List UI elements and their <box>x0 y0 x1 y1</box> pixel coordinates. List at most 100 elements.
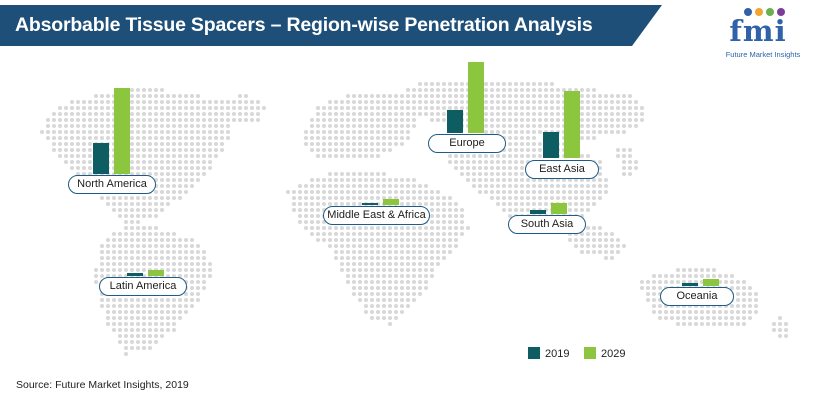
map-dot <box>652 304 656 308</box>
map-dot <box>136 166 140 170</box>
map-dot <box>412 280 416 284</box>
map-dot <box>538 112 542 116</box>
map-dot <box>484 106 488 110</box>
map-dot <box>202 268 206 272</box>
map-dot <box>316 190 320 194</box>
map-dot <box>442 106 446 110</box>
map-dot <box>340 262 344 266</box>
map-dot <box>172 250 176 254</box>
map-dot <box>88 166 92 170</box>
title-banner: Absorbable Tissue Spacers – Region-wise … <box>0 5 662 46</box>
map-dot <box>406 304 410 308</box>
map-dot <box>130 106 134 110</box>
map-dot <box>526 82 530 86</box>
map-dot <box>526 190 530 194</box>
map-dot <box>484 94 488 98</box>
map-dot <box>118 244 122 248</box>
map-dot <box>130 130 134 134</box>
map-dot <box>148 346 152 350</box>
map-dot <box>316 154 320 158</box>
map-dot <box>406 226 410 230</box>
map-dot <box>694 268 698 272</box>
map-dot <box>82 130 86 134</box>
map-dot <box>406 262 410 266</box>
map-dot <box>154 166 158 170</box>
map-dot <box>196 130 200 134</box>
map-dot <box>184 268 188 272</box>
map-dot <box>334 148 338 152</box>
map-dot <box>604 250 608 254</box>
map-dot <box>316 130 320 134</box>
map-dot <box>382 136 386 140</box>
map-dot <box>340 118 344 122</box>
map-dot <box>586 130 590 134</box>
map-dot <box>358 238 362 242</box>
map-dot <box>664 310 668 314</box>
map-dot <box>190 142 194 146</box>
map-dot <box>346 94 350 98</box>
map-dot <box>490 118 494 122</box>
map-dot <box>136 232 140 236</box>
map-dot <box>388 124 392 128</box>
map-dot <box>136 118 140 122</box>
map-dot <box>136 340 140 344</box>
legend-label-2019: 2019 <box>545 348 570 360</box>
map-dot <box>112 244 116 248</box>
map-dot <box>322 154 326 158</box>
map-dot <box>622 154 626 158</box>
map-dot <box>322 196 326 200</box>
map-dot <box>406 286 410 290</box>
map-dot <box>184 184 188 188</box>
map-dot <box>610 118 614 122</box>
map-dot <box>142 136 146 140</box>
map-dot <box>436 238 440 242</box>
map-dot <box>586 190 590 194</box>
map-dot <box>580 190 584 194</box>
map-dot <box>184 106 188 110</box>
map-dot <box>136 226 140 230</box>
map-dot <box>592 124 596 128</box>
map-dot <box>178 106 182 110</box>
map-dot <box>124 256 128 260</box>
map-dot <box>376 268 380 272</box>
map-dot <box>736 292 740 296</box>
map-dot <box>574 202 578 206</box>
map-dot <box>178 238 182 242</box>
map-dot <box>442 238 446 242</box>
map-dot <box>526 208 530 212</box>
map-dot <box>166 232 170 236</box>
map-dot <box>148 226 152 230</box>
map-dot <box>682 274 686 278</box>
map-dot <box>64 142 68 146</box>
map-dot <box>106 112 110 116</box>
map-dot <box>142 118 146 122</box>
map-dot <box>592 136 596 140</box>
map-dot <box>148 304 152 308</box>
map-dot <box>550 106 554 110</box>
map-dot <box>586 124 590 128</box>
map-dot <box>130 142 134 146</box>
map-dot <box>388 256 392 260</box>
map-dot <box>544 202 548 206</box>
map-dot <box>376 112 380 116</box>
map-dot <box>412 286 416 290</box>
map-dot <box>358 286 362 290</box>
map-dot <box>388 238 392 242</box>
map-dot <box>100 298 104 302</box>
map-dot <box>142 130 146 134</box>
map-dot <box>508 106 512 110</box>
map-dot <box>214 100 218 104</box>
map-dot <box>418 82 422 86</box>
map-dot <box>382 178 386 182</box>
map-dot <box>184 130 188 134</box>
map-dot <box>556 118 560 122</box>
map-dot <box>178 136 182 140</box>
map-dot <box>178 94 182 98</box>
map-dot <box>220 142 224 146</box>
map-dot <box>124 244 128 248</box>
map-dot <box>154 100 158 104</box>
map-dot <box>538 100 542 104</box>
map-dot <box>544 94 548 98</box>
map-dot <box>196 286 200 290</box>
map-dot <box>532 94 536 98</box>
